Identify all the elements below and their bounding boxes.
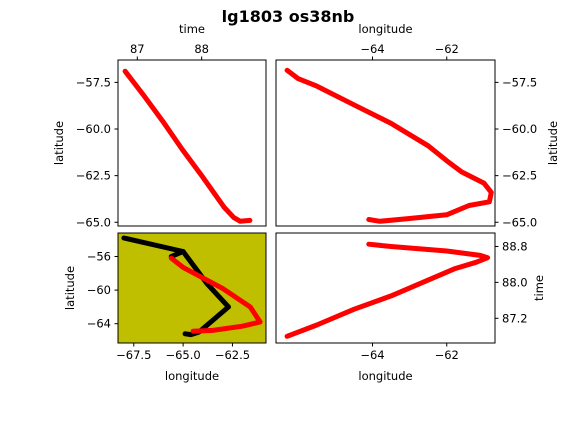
series-line-lon-time-0 — [284, 241, 491, 339]
panel-map: −67.5 −65.0 −62.5 longitude −56 −60 −64 latitud… — [63, 232, 267, 383]
x-axis-label-time-lat: time — [179, 22, 205, 36]
x-tick-label-time-lat-1: 88 — [194, 42, 209, 56]
y-tick-label-time-lat-1: −60.0 — [76, 122, 111, 136]
x-tick-label-lon-lat-0: −64 — [360, 42, 384, 56]
x-tick-label-map-2: −62.5 — [215, 348, 250, 362]
y-tick-label-time-lat-0: −57.5 — [76, 75, 111, 89]
y-tick-label-time-lat-3: −65.0 — [76, 215, 111, 229]
axes-frame-time-lat — [117, 59, 267, 227]
x-axis-label-lon-time: longitude — [358, 369, 412, 383]
series-line-map-1 — [168, 249, 186, 259]
x-tick-label-time-lat-0: 87 — [130, 42, 145, 56]
panel-time-lat: 87 88 time −57.5 −60.0 −62.5 −65.0 latitude — [52, 22, 267, 229]
y-tick-label-lon-time-1: 88.0 — [502, 275, 528, 289]
y-tick-label-lon-lat-3: −65.0 — [502, 215, 537, 229]
y-tick-label-lon-lat-2: −62.5 — [502, 169, 537, 183]
x-tick-label-map-1: −65.0 — [165, 348, 200, 362]
y-tick-label-time-lat-2: −62.5 — [76, 169, 111, 183]
x-tick-label-lon-time-1: −62 — [435, 348, 459, 362]
y-tick-label-map-2: −64 — [87, 317, 111, 331]
plot-area-lon-lat — [276, 60, 495, 226]
y-tick-label-lon-lat-1: −60.0 — [502, 122, 537, 136]
y-tick-label-lon-lat-0: −57.5 — [502, 75, 537, 89]
panel-lon-lat: −64 −62 longitude −57.5 −60.0 −62.5 −65.0 latit… — [275, 22, 560, 229]
chart-panels: 87 88time−57.5−60.0−62.5−65.0latitude−64−… — [52, 22, 560, 383]
x-tick-label-lon-lat-1: −62 — [435, 42, 459, 56]
y-axis-label-time-lat: latitude — [52, 121, 66, 165]
y-tick-label-lon-time-0: 87.2 — [502, 311, 528, 325]
panel-lon-time: −64 −62 longitude 87.2 88.0 88.8 time — [275, 232, 546, 383]
series-line-lon-lat-0 — [284, 67, 494, 224]
y-tick-label-lon-time-2: 88.8 — [502, 239, 528, 253]
y-tick-label-map-1: −60 — [87, 283, 111, 297]
y-tick-label-map-0: −56 — [87, 250, 111, 264]
y-axis-label-lon-lat: latitude — [546, 121, 560, 165]
plot-area-time-lat — [118, 60, 266, 226]
x-tick-label-map-0: −67.5 — [116, 348, 151, 362]
axes-frame-lon-lat — [275, 59, 496, 227]
x-axis-label-lon-lat: longitude — [358, 22, 412, 36]
series-line-time-lat-0 — [122, 68, 253, 224]
axes-frame-map — [117, 232, 267, 344]
axes-frame-lon-time — [275, 232, 496, 344]
y-axis-label-lon-time: time — [532, 275, 546, 301]
chart-title: lg1803 os38nb — [222, 7, 355, 26]
y-axis-label-map: latitude — [63, 266, 77, 310]
x-tick-label-lon-time-0: −64 — [360, 348, 384, 362]
x-axis-label-map: longitude — [165, 369, 219, 383]
series-line-map-2 — [168, 255, 263, 334]
